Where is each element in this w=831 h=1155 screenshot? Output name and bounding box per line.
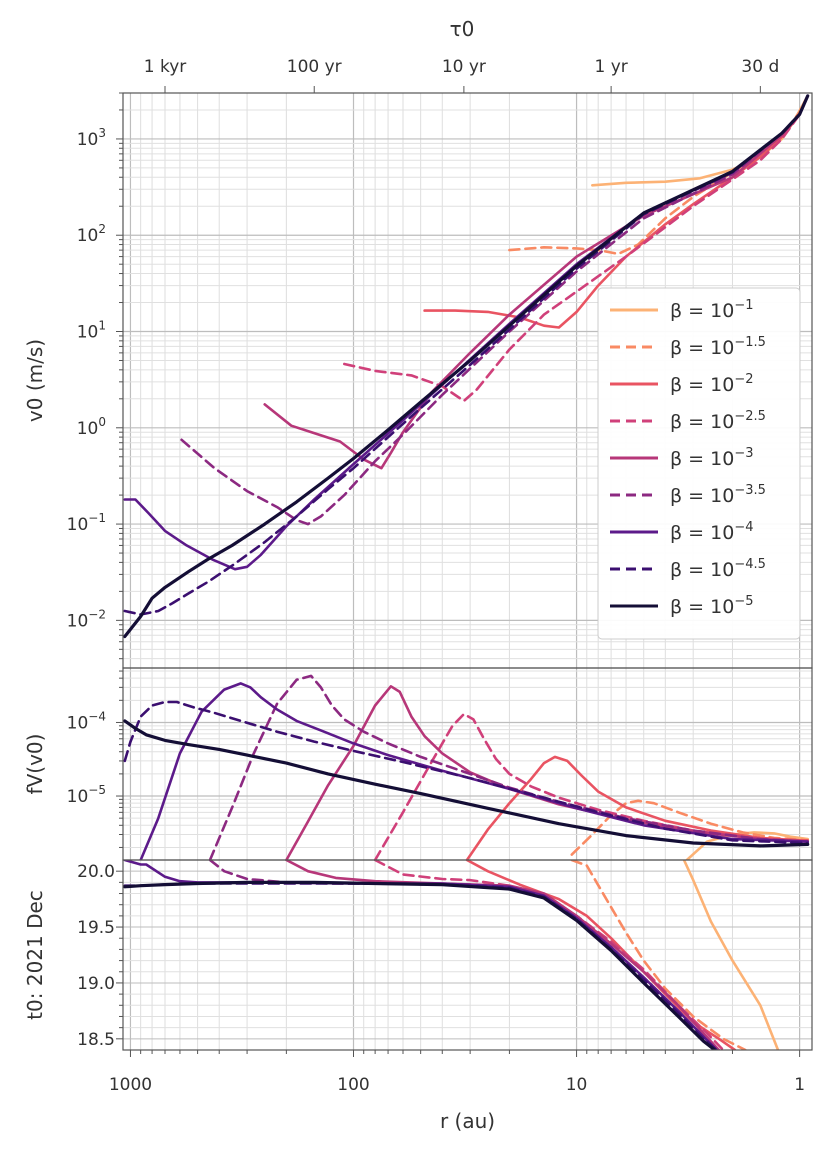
top-x-tick-label: 1 yr — [594, 57, 627, 77]
legend-label: β = 10−4.5 — [670, 557, 766, 581]
series-line — [570, 860, 747, 1050]
series-line — [342, 94, 810, 403]
top-x-tick-label: 30 d — [741, 57, 779, 77]
legend-box — [597, 287, 801, 640]
y-tick-label: 102 — [77, 222, 106, 246]
y-tick-label: 10−2 — [67, 607, 106, 631]
panel-v0-series — [123, 94, 810, 639]
y-axis-title: t0: 2021 Dec — [23, 890, 47, 1020]
y-tick-label: 101 — [77, 319, 106, 343]
y-tick-label: 19.0 — [77, 974, 115, 994]
panel-t0-series — [123, 860, 780, 1050]
top-x-tick-label: 1 kyr — [144, 57, 187, 77]
y-axis-title: v0 (m/s) — [23, 339, 47, 422]
series-line — [373, 860, 725, 1050]
y-tick-label: 10−5 — [67, 783, 106, 807]
legend: β = 10−1 β = 10−1.5 β = 10−2 β = 10−2.5 β = … — [597, 287, 801, 640]
y-tick-label: 100 — [77, 415, 106, 439]
series-line — [123, 719, 810, 848]
series-line — [285, 860, 721, 1050]
legend-label: β = 10−3.5 — [670, 483, 766, 507]
x-tick-label: 1 — [794, 1075, 805, 1095]
legend-label: β = 10−5 — [670, 594, 753, 618]
y-tick-label: 10−1 — [67, 511, 106, 535]
x-tick-label: 100 — [337, 1075, 369, 1095]
legend-label: β = 10−2 — [670, 372, 753, 396]
y-tick-label: 20.0 — [77, 862, 115, 882]
legend-label: β = 10−1 — [670, 298, 753, 322]
series-line — [139, 682, 810, 860]
series-line — [570, 799, 810, 856]
top-x-tick-label: 100 yr — [287, 57, 342, 77]
y-tick-label: 19.5 — [77, 918, 115, 938]
legend-label: β = 10−2.5 — [670, 409, 766, 433]
panel-frame — [122, 859, 813, 1051]
series-line — [423, 94, 810, 329]
legend-label: β = 10−4 — [670, 520, 753, 544]
y-tick-label: 10−4 — [67, 709, 106, 733]
series-line — [685, 831, 810, 860]
legend-label: β = 10−3 — [670, 446, 753, 470]
x-axis-title: r (au) — [440, 1109, 495, 1133]
series-line — [180, 94, 810, 526]
axis-ticks — [116, 86, 801, 1057]
x-tick-label: 10 — [566, 1075, 588, 1095]
top-axis-title: τ0 — [450, 17, 475, 41]
series-line — [465, 860, 737, 1050]
series-line — [123, 94, 810, 639]
y-tick-label: 18.5 — [77, 1030, 115, 1050]
series-lines — [123, 94, 810, 1050]
series-line — [123, 700, 810, 845]
top-x-tick-label: 10 yr — [442, 57, 486, 77]
series-line — [123, 880, 717, 1050]
series-line — [465, 755, 810, 860]
panel-fV-series — [123, 674, 810, 860]
x-tick-label: 1000 — [109, 1075, 152, 1095]
series-line — [682, 860, 780, 1050]
legend-label: β = 10−1.5 — [670, 335, 766, 359]
y-tick-label: 103 — [77, 126, 106, 150]
y-axis-title: fV(v0) — [23, 734, 47, 795]
axes-frames — [122, 92, 813, 1051]
